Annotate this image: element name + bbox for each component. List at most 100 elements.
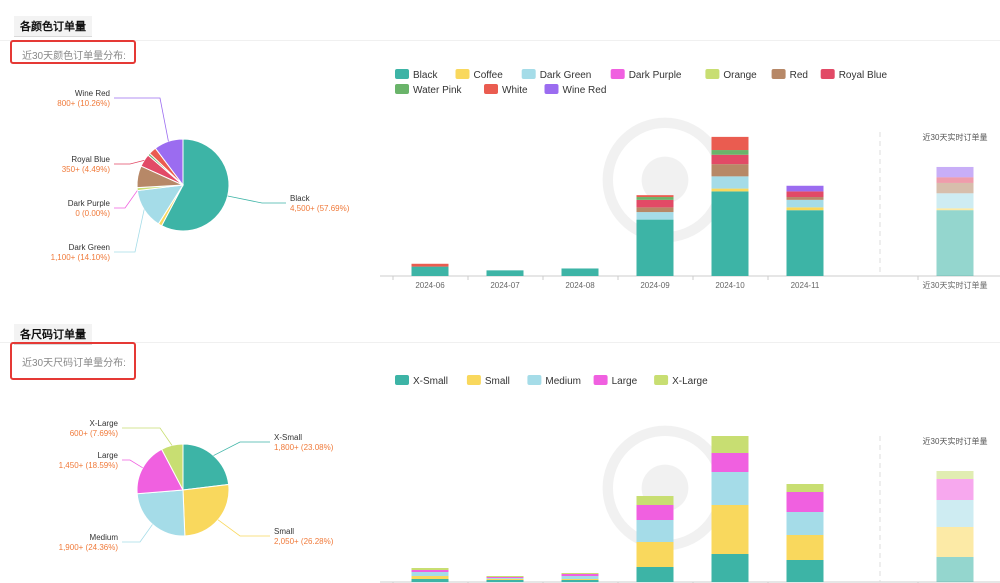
- bar-segment-2024-10-coffee: [711, 188, 749, 192]
- legend-item-large: Large: [612, 376, 638, 387]
- pie-slice-large: [136, 448, 184, 495]
- leader-line-black: [227, 195, 286, 204]
- bar-segment-30-coffee: [936, 208, 974, 211]
- bar-segment-2024-09-water-pink: [636, 197, 674, 200]
- leader-line-medium: [122, 524, 153, 543]
- bar-segment-30-large: [936, 479, 974, 500]
- legend-swatch-dark-green: [521, 69, 536, 79]
- legend-swatch-white: [484, 84, 498, 94]
- pie-slice-wine-red: [154, 138, 184, 187]
- pie-value-royal-blue: 350+ (4.49%): [62, 165, 111, 174]
- bar-segment-30-dark-green: [936, 193, 974, 209]
- pie-label-royal-blue: Royal Blue: [71, 155, 110, 164]
- bar-segment-2024-11-medium: [786, 512, 824, 535]
- bar-segment-30-small: [936, 527, 974, 557]
- bar-segment-30-wine-red: [936, 166, 974, 178]
- subtitle-highlight: 近30天颜色订单量分布:: [10, 40, 136, 64]
- bar-segment-2024-08-x-small: [561, 580, 599, 582]
- bar-segment-30-x-small: [936, 557, 974, 582]
- bar-segment-2024-11-red: [786, 197, 824, 200]
- legend-swatch-dark-purple: [610, 69, 625, 79]
- legend-swatch-x-large: [654, 375, 669, 385]
- leader-line-large: [122, 459, 143, 469]
- pie-label-black: Black: [290, 194, 311, 203]
- legend-item-coffee: Coffee: [474, 70, 504, 81]
- legend-item-x-large: X-Large: [672, 376, 708, 387]
- bar-segment-2024-09-small: [636, 542, 674, 567]
- legend-item-black: Black: [413, 70, 438, 81]
- pie-value-black: 4,500+ (57.69%): [290, 204, 350, 213]
- legend-item-dark-green: Dark Green: [540, 70, 592, 81]
- leader-line-royal-blue: [114, 159, 145, 165]
- bar-segment-2024-11-coffee: [786, 207, 824, 211]
- bar-segment-2024-06-x-small: [411, 579, 449, 582]
- section-header: 各颜色订单量: [0, 0, 1000, 41]
- leader-line-wine-red: [114, 97, 169, 142]
- bar-segment-2024-09-dark-green: [636, 212, 674, 220]
- pie-label-dark-purple: Dark Purple: [68, 199, 111, 208]
- legend-swatch-red: [771, 69, 786, 79]
- legend-swatch-medium: [527, 375, 542, 385]
- legend-item-small: Small: [485, 376, 510, 387]
- bar-segment-2024-10-medium: [711, 472, 749, 505]
- bar-segment-30-royal-blue: [936, 177, 974, 183]
- legend-item-royal-blue: Royal Blue: [839, 70, 888, 81]
- bar-segment-2024-06-small: [411, 576, 449, 579]
- pie-value-wine-red: 800+ (10.26%): [57, 99, 110, 108]
- bar-segment-2024-10-x-small: [711, 554, 749, 582]
- legend-swatch-x-small: [395, 375, 409, 385]
- x-tick-label: 近30天实时订单量: [923, 280, 988, 290]
- bar-segment-2024-08-large: [561, 574, 599, 576]
- bar-segment-2024-11-wine-red: [786, 185, 824, 192]
- bar-segment-2024-09-white: [636, 195, 674, 198]
- bar-segment-2024-07-x-small: [486, 580, 524, 582]
- bar-segment-2024-06-medium: [411, 572, 449, 576]
- bar-segment-2024-06-large: [411, 570, 449, 572]
- pie-label-x-large: X-Large: [90, 419, 119, 428]
- leader-line-small: [217, 519, 270, 537]
- legend-item-white: White: [502, 85, 528, 96]
- x-tick-label: 2024-09: [640, 281, 670, 290]
- x-tick-label: 2024-08: [565, 281, 595, 290]
- bar-segment-2024-09-x-small: [636, 567, 674, 582]
- bar-segment-2024-10-red: [711, 164, 749, 177]
- bar-segment-2024-06-white: [411, 263, 449, 267]
- realtime-title: 近30天实时订单量: [923, 132, 988, 142]
- bar-segment-2024-07-black: [486, 270, 524, 276]
- x-tick-label: 2024-10: [715, 281, 745, 290]
- bar-segment-2024-10-royal-blue: [711, 154, 749, 165]
- bar-segment-30-black: [936, 210, 974, 276]
- pie-label-wine-red: Wine Red: [75, 89, 110, 98]
- legend-swatch-water-pink: [395, 84, 409, 94]
- x-tick-label: 2024-07: [490, 281, 520, 290]
- pie-value-medium: 1,900+ (24.36%): [59, 543, 119, 552]
- pie-label-medium: Medium: [90, 533, 119, 542]
- pie-label-dark-green: Dark Green: [69, 243, 110, 252]
- bar-segment-30-medium: [936, 500, 974, 527]
- legend-item-red: Red: [790, 70, 808, 81]
- subtitle-highlight: 近30天尺码订单量分布:: [10, 342, 136, 380]
- bar-segment-2024-10-white: [711, 136, 749, 151]
- pie-value-dark-green: 1,100+ (14.10%): [51, 253, 111, 262]
- bar-segment-2024-10-water-pink: [711, 150, 749, 155]
- bar-segment-2024-09-medium: [636, 520, 674, 542]
- pie-label-small: Small: [274, 527, 294, 536]
- section-header: 各尺码订单量: [0, 318, 1000, 345]
- color-orders-section: 各颜色订单量 近30天颜色订单量分布: Black 4,500+ (57.69%)…: [0, 0, 1000, 290]
- realtime-title: 近30天实时订单量: [923, 436, 988, 446]
- bar-segment-2024-07-medium: [486, 578, 524, 579]
- section-title: 各尺码订单量: [14, 324, 92, 345]
- leader-line-x-large: [122, 427, 173, 446]
- pie-value-x-large: 600+ (7.69%): [70, 429, 119, 438]
- pie-label-x-small: X-Small: [274, 433, 302, 442]
- pie-value-small: 2,050+ (26.28%): [274, 537, 334, 546]
- bar-segment-2024-11-dark-green: [786, 199, 824, 208]
- bar-segment-2024-11-black: [786, 210, 824, 276]
- leader-line-dark-purple: [114, 190, 138, 209]
- bar-segment-2024-09-x-large: [636, 496, 674, 505]
- pie-slice-x-large: [160, 443, 184, 491]
- legend-item-wine-red: Wine Red: [563, 85, 607, 96]
- legend-swatch-small: [466, 375, 481, 385]
- bar-segment-2024-11-x-large: [786, 484, 824, 492]
